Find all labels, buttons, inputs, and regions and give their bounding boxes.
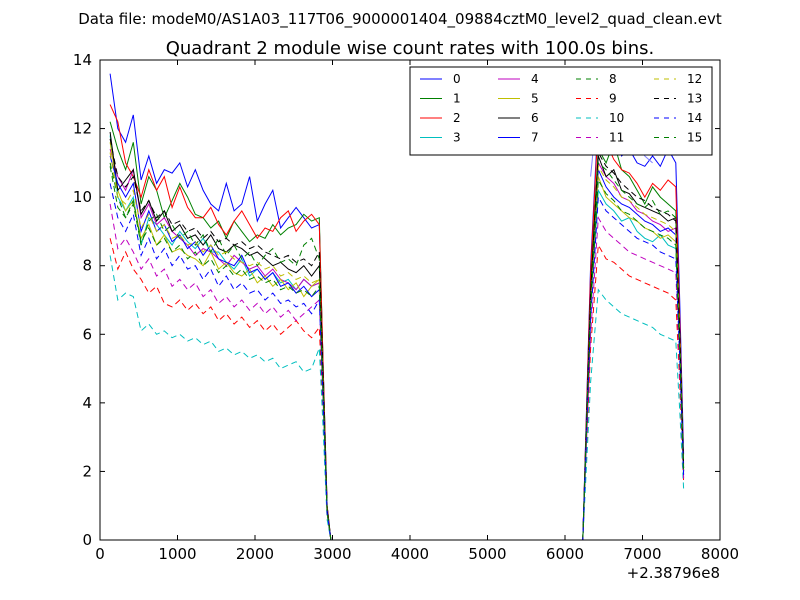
series-line-14: [109, 183, 685, 541]
legend-label-2: 2: [453, 111, 461, 125]
x-tick-label: 3000: [313, 545, 351, 563]
y-tick-label: 12: [73, 120, 92, 138]
legend-label-3: 3: [453, 131, 461, 145]
x-tick-label: 4000: [391, 545, 429, 563]
y-tick-label: 10: [73, 188, 92, 206]
series-line-6: [109, 131, 685, 541]
series-line-12: [109, 152, 685, 541]
series-line-11: [109, 203, 685, 541]
y-tick-label: 8: [82, 257, 92, 275]
chart-title: Quadrant 2 module wise count rates with …: [166, 38, 655, 59]
x-tick-label: 8000: [701, 545, 739, 563]
x-tick-label: 2000: [236, 545, 274, 563]
legend-label-7: 7: [531, 131, 539, 145]
legend-label-6: 6: [531, 111, 539, 125]
legend-label-8: 8: [609, 72, 617, 86]
legend-label-14: 14: [687, 111, 702, 125]
legend-label-0: 0: [453, 72, 461, 86]
series-line-5: [109, 142, 685, 541]
y-tick-label: 14: [73, 51, 92, 69]
series-line-3: [109, 135, 685, 541]
x-tick-label: 5000: [468, 545, 506, 563]
y-tick-label: 4: [82, 394, 92, 412]
x-tick-label: 7000: [623, 545, 661, 563]
series-line-9: [109, 238, 685, 541]
legend-label-10: 10: [609, 111, 624, 125]
series-layer: [109, 73, 685, 541]
series-line-7: [109, 155, 685, 541]
y-tick-label: 2: [82, 462, 92, 480]
series-line-8: [109, 161, 685, 541]
x-tick-label: 1000: [158, 545, 196, 563]
legend-label-15: 15: [687, 131, 702, 145]
y-tick-label: 0: [82, 531, 92, 549]
legend-label-12: 12: [687, 72, 702, 86]
legend-label-5: 5: [531, 92, 539, 106]
legend-label-1: 1: [453, 92, 461, 106]
x-tick-label: 0: [95, 545, 105, 563]
legend-label-9: 9: [609, 92, 617, 106]
ticks-layer: 0 1000 2000 3000 4000 5000 6000 7000 80000246810…: [73, 51, 739, 563]
x-offset-label: +2.38796e8: [627, 564, 720, 582]
series-line-1: [109, 121, 685, 541]
y-tick-label: 6: [82, 325, 92, 343]
series-line-13: [109, 138, 685, 541]
legend-box: [409, 66, 713, 156]
legend-label-11: 11: [609, 131, 624, 145]
legend-label-13: 13: [687, 92, 702, 106]
x-tick-label: 6000: [546, 545, 584, 563]
suptitle: Data file: modeM0/AS1A03_117T06_90000014…: [78, 10, 722, 29]
legend-label-4: 4: [531, 72, 539, 86]
series-line-2: [109, 104, 685, 541]
series-line-15: [109, 166, 685, 541]
